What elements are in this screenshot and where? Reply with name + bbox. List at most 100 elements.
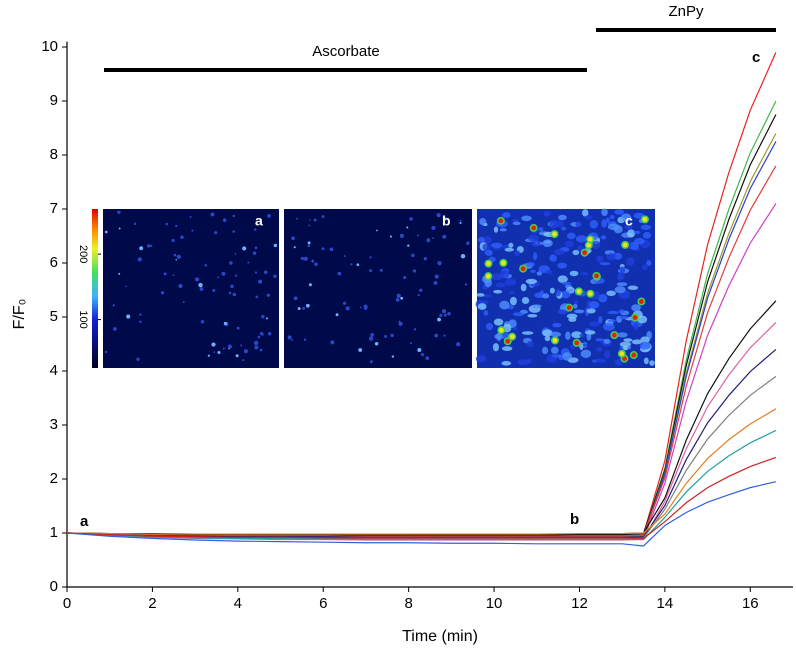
cell bbox=[640, 224, 652, 230]
cell bbox=[490, 273, 503, 281]
cell bbox=[642, 264, 648, 271]
cell bbox=[198, 282, 203, 288]
cell bbox=[595, 338, 605, 342]
cell bbox=[561, 281, 572, 285]
cell bbox=[441, 309, 447, 314]
cell bbox=[582, 250, 587, 256]
cell bbox=[527, 313, 538, 318]
cell bbox=[266, 317, 269, 320]
cell bbox=[484, 249, 493, 256]
data-line bbox=[66, 429, 777, 541]
cell bbox=[257, 335, 261, 339]
cell bbox=[273, 274, 277, 278]
cell bbox=[619, 341, 632, 347]
cell bbox=[236, 326, 240, 330]
cell bbox=[261, 314, 265, 319]
cell bbox=[180, 235, 184, 239]
colorbar-tick-label: 100 bbox=[77, 310, 89, 328]
cell bbox=[379, 268, 383, 272]
cell bbox=[616, 282, 628, 287]
cell bbox=[483, 310, 489, 316]
cell bbox=[643, 357, 649, 365]
cell bbox=[500, 260, 506, 266]
cell bbox=[199, 287, 204, 291]
ascorbate-label: Ascorbate bbox=[312, 43, 380, 60]
cell bbox=[363, 304, 368, 309]
cell bbox=[234, 274, 238, 277]
cell bbox=[254, 345, 259, 350]
cell bbox=[501, 346, 513, 351]
cell bbox=[442, 234, 447, 239]
cell bbox=[528, 234, 539, 242]
cell bbox=[258, 279, 263, 284]
cell bbox=[267, 332, 272, 336]
cell bbox=[426, 238, 431, 243]
cell bbox=[490, 242, 503, 248]
cell bbox=[222, 218, 227, 222]
cell bbox=[242, 246, 247, 251]
cell bbox=[234, 253, 237, 255]
cell bbox=[483, 236, 492, 244]
cell bbox=[499, 269, 510, 279]
cell bbox=[587, 291, 593, 297]
cell bbox=[259, 348, 263, 352]
cell bbox=[617, 332, 628, 338]
cell bbox=[512, 221, 521, 226]
cell bbox=[614, 286, 626, 294]
cell bbox=[596, 255, 604, 263]
y-tick-label: 10 bbox=[41, 38, 58, 55]
y-axis-title: F/F₀ bbox=[11, 299, 28, 330]
cell bbox=[406, 226, 409, 229]
cell bbox=[437, 260, 442, 266]
cell bbox=[499, 300, 510, 310]
cell bbox=[434, 274, 439, 279]
cell bbox=[229, 261, 233, 265]
cell bbox=[436, 213, 441, 218]
cell bbox=[413, 328, 417, 331]
cell bbox=[175, 258, 178, 261]
cell bbox=[486, 261, 491, 267]
x-axis-title: Time (min) bbox=[402, 628, 478, 645]
cell bbox=[586, 242, 592, 248]
cell bbox=[437, 317, 441, 322]
cell bbox=[557, 309, 569, 315]
cell bbox=[207, 354, 210, 357]
cell bbox=[412, 269, 417, 273]
cell bbox=[570, 344, 576, 350]
cell bbox=[574, 309, 585, 314]
cell bbox=[112, 304, 115, 307]
cell bbox=[498, 218, 504, 224]
cell bbox=[423, 256, 428, 261]
cell bbox=[172, 274, 175, 277]
cell bbox=[501, 212, 511, 218]
cell bbox=[492, 343, 500, 352]
cell bbox=[477, 303, 487, 310]
cell bbox=[566, 232, 576, 240]
cell bbox=[459, 219, 462, 222]
x-tick-label: 0 bbox=[63, 595, 71, 612]
y-tick-label: 9 bbox=[50, 92, 58, 109]
cell bbox=[526, 340, 534, 348]
cell bbox=[222, 347, 225, 350]
cell bbox=[565, 331, 571, 340]
cell bbox=[291, 338, 294, 341]
cell bbox=[369, 256, 372, 259]
colorbar bbox=[92, 209, 98, 368]
cell bbox=[417, 347, 422, 352]
cell bbox=[509, 334, 515, 340]
cell bbox=[589, 300, 600, 309]
cell bbox=[133, 222, 137, 226]
cell bbox=[409, 217, 413, 221]
cell bbox=[150, 244, 153, 247]
cell bbox=[484, 278, 492, 288]
cell bbox=[368, 336, 374, 341]
cell bbox=[548, 219, 558, 229]
cell bbox=[558, 214, 567, 221]
cell bbox=[585, 330, 596, 335]
cell bbox=[520, 283, 527, 292]
x-tick-label: 16 bbox=[742, 595, 759, 612]
znpy-label: ZnPy bbox=[668, 3, 704, 20]
cell bbox=[389, 235, 393, 238]
y-tick-label: 3 bbox=[50, 416, 58, 433]
point-label: c bbox=[752, 49, 760, 66]
